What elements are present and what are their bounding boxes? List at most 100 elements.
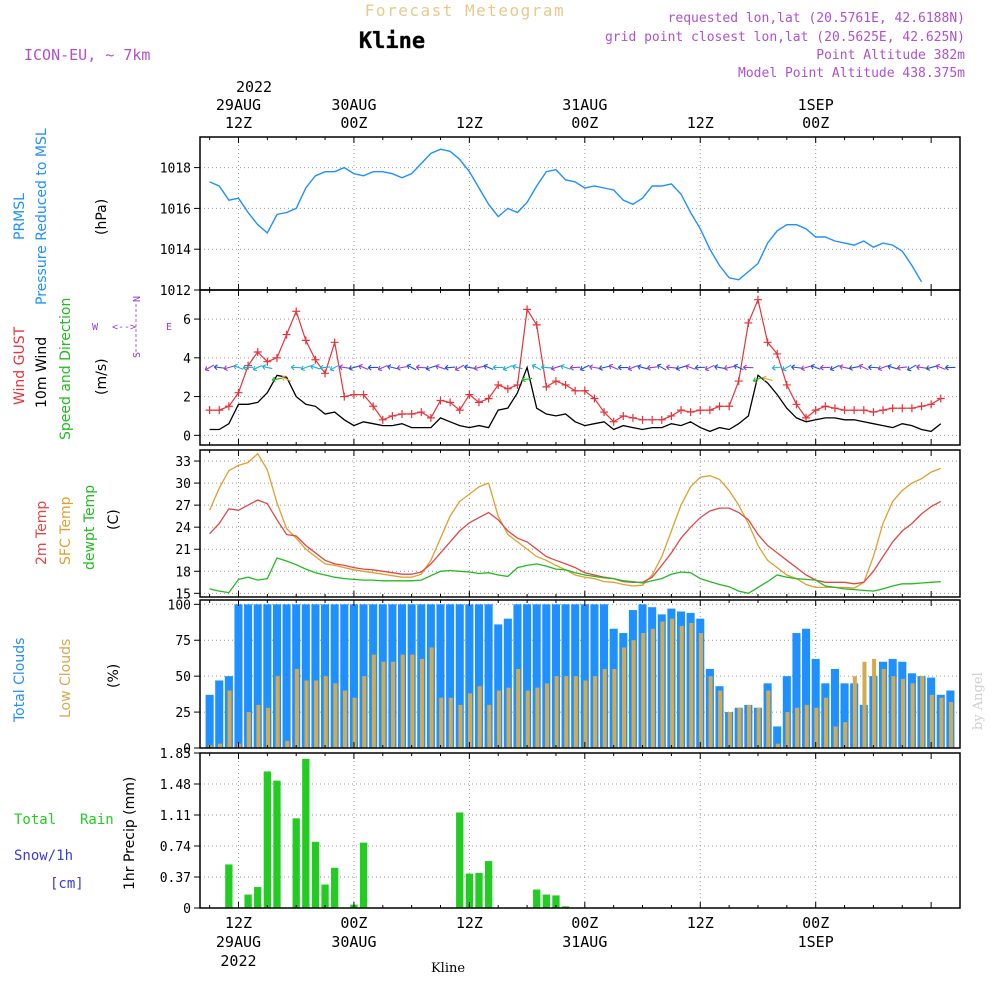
low-clouds-bar bbox=[381, 661, 386, 748]
low-clouds-bar bbox=[371, 654, 376, 748]
wind-dir-arrow bbox=[473, 365, 484, 371]
low-clouds-bar bbox=[891, 676, 896, 748]
gust-marker bbox=[677, 406, 686, 415]
wind-dir-arrow-shape bbox=[627, 365, 638, 372]
dewpt-line bbox=[209, 557, 941, 594]
precip-snow-label: Snow/1h bbox=[14, 848, 73, 864]
wind-dir-arrow bbox=[329, 364, 340, 372]
low-clouds-bar bbox=[852, 676, 857, 748]
compass-arrows: <--> bbox=[112, 322, 136, 333]
wind-dir-arrow bbox=[213, 364, 225, 371]
wind-dir-arrow bbox=[233, 363, 244, 370]
grid-layer bbox=[200, 137, 960, 909]
total-clouds-bar bbox=[282, 604, 291, 748]
gust-marker bbox=[686, 408, 695, 417]
total-clouds-bar bbox=[503, 618, 512, 748]
gust-marker bbox=[917, 402, 926, 411]
gust-marker bbox=[830, 404, 839, 413]
wind-dir-arrow-shape bbox=[858, 363, 869, 371]
wind-dir-arrow-shape bbox=[714, 364, 725, 370]
wind-dir-arrow bbox=[762, 375, 773, 382]
wind-dir-arrow-shape bbox=[483, 363, 494, 370]
total-clouds-bar bbox=[580, 604, 589, 748]
gust-marker bbox=[205, 406, 214, 415]
wind-dir-arrow bbox=[781, 364, 792, 372]
gust-marker bbox=[388, 411, 397, 420]
gust-marker bbox=[484, 394, 493, 403]
low-clouds-bar bbox=[641, 633, 646, 748]
wind-dir-arrow-shape bbox=[896, 364, 908, 371]
wind-dir-arrow bbox=[685, 363, 696, 370]
wind-dir-arrow-shape bbox=[925, 365, 937, 371]
rain-bar bbox=[533, 889, 541, 908]
compass-north: N bbox=[132, 296, 143, 302]
low-clouds-bar bbox=[727, 712, 732, 748]
wind-dir-arrow-shape bbox=[425, 365, 436, 372]
clouds-low-label: Low Clouds bbox=[58, 639, 74, 718]
total-clouds-bar bbox=[782, 676, 791, 748]
gust-marker bbox=[609, 417, 618, 426]
rain-bar bbox=[311, 841, 320, 908]
wind-dir-arrow bbox=[242, 364, 254, 371]
wind-dir-arrow bbox=[714, 364, 725, 370]
y-tick-label: 18 bbox=[175, 565, 191, 580]
clouds-total-label: Total Clouds bbox=[12, 638, 28, 723]
gust-marker bbox=[802, 413, 811, 422]
rain-bar bbox=[331, 867, 339, 908]
y-tick-label: 75 bbox=[175, 634, 191, 649]
location-title: Kline bbox=[359, 29, 425, 54]
wind-dir-arrow-shape bbox=[319, 364, 331, 371]
low-clouds-bar bbox=[468, 693, 473, 748]
wind-dir-arrow bbox=[425, 365, 436, 372]
wind-dir-arrow bbox=[502, 365, 513, 372]
top-date-label: 29AUG bbox=[216, 96, 261, 114]
wind-dir-arrow-shape bbox=[406, 363, 417, 371]
rain-bar bbox=[244, 894, 252, 908]
gust-marker bbox=[311, 355, 320, 364]
temp-unit: (C) bbox=[106, 509, 122, 530]
gust-marker bbox=[330, 338, 339, 347]
total-clouds-bar bbox=[811, 658, 820, 748]
panel-frame bbox=[199, 289, 961, 446]
pressure-line bbox=[209, 148, 923, 283]
low-clouds-bar bbox=[564, 676, 569, 748]
model-label: ICON-EU, ~ 7km bbox=[24, 46, 150, 64]
wind-dir-arrow bbox=[791, 364, 802, 371]
low-clouds-bar bbox=[900, 679, 905, 748]
bottom-time-label: 12Z bbox=[687, 914, 714, 932]
wind-dir-arrow-shape bbox=[271, 376, 282, 383]
low-clouds-bar bbox=[477, 686, 482, 748]
low-clouds-bar bbox=[323, 676, 328, 748]
total-clouds-bar bbox=[532, 604, 541, 748]
wind-dir-arrow bbox=[310, 364, 321, 370]
text-layer: 1012101410161018024615182124273033025507… bbox=[160, 96, 834, 970]
wind-dir-arrow bbox=[338, 364, 350, 371]
wind-dir-arrow bbox=[454, 364, 465, 372]
low-clouds-bar bbox=[333, 683, 338, 748]
total-clouds-bar bbox=[330, 604, 339, 748]
wind-dir-arrow bbox=[771, 364, 783, 371]
low-clouds-bar bbox=[391, 661, 396, 748]
wind-unit: (m/s) bbox=[94, 358, 110, 395]
wind-dir-arrow-shape bbox=[512, 364, 523, 370]
wind-dir-arrow-shape bbox=[233, 363, 244, 370]
bottom-date-label: 29AUG bbox=[216, 933, 261, 951]
wind-dir-arrow-shape bbox=[310, 364, 321, 370]
low-clouds-bar bbox=[525, 690, 530, 748]
wind-dir-arrow bbox=[550, 365, 561, 372]
low-clouds-bar bbox=[910, 683, 915, 748]
low-clouds-bar bbox=[429, 647, 434, 748]
wind-dir-arrow-shape bbox=[396, 365, 408, 371]
y-tick-label: 24 bbox=[175, 521, 191, 536]
wind-dir-arrow bbox=[598, 365, 610, 371]
wind-dir-arrow bbox=[540, 364, 552, 371]
low-clouds-bar bbox=[650, 628, 655, 748]
wind-dir-arrow-shape bbox=[242, 364, 254, 371]
low-clouds-bar bbox=[439, 697, 444, 748]
wind-dir-arrow-shape bbox=[887, 364, 898, 370]
wind-dir-arrow bbox=[608, 363, 619, 371]
gust-marker bbox=[879, 406, 888, 415]
y-tick-label: 1018 bbox=[160, 162, 191, 177]
wind-dir-arrow bbox=[627, 365, 638, 372]
wind-dir-arrow bbox=[396, 365, 408, 371]
